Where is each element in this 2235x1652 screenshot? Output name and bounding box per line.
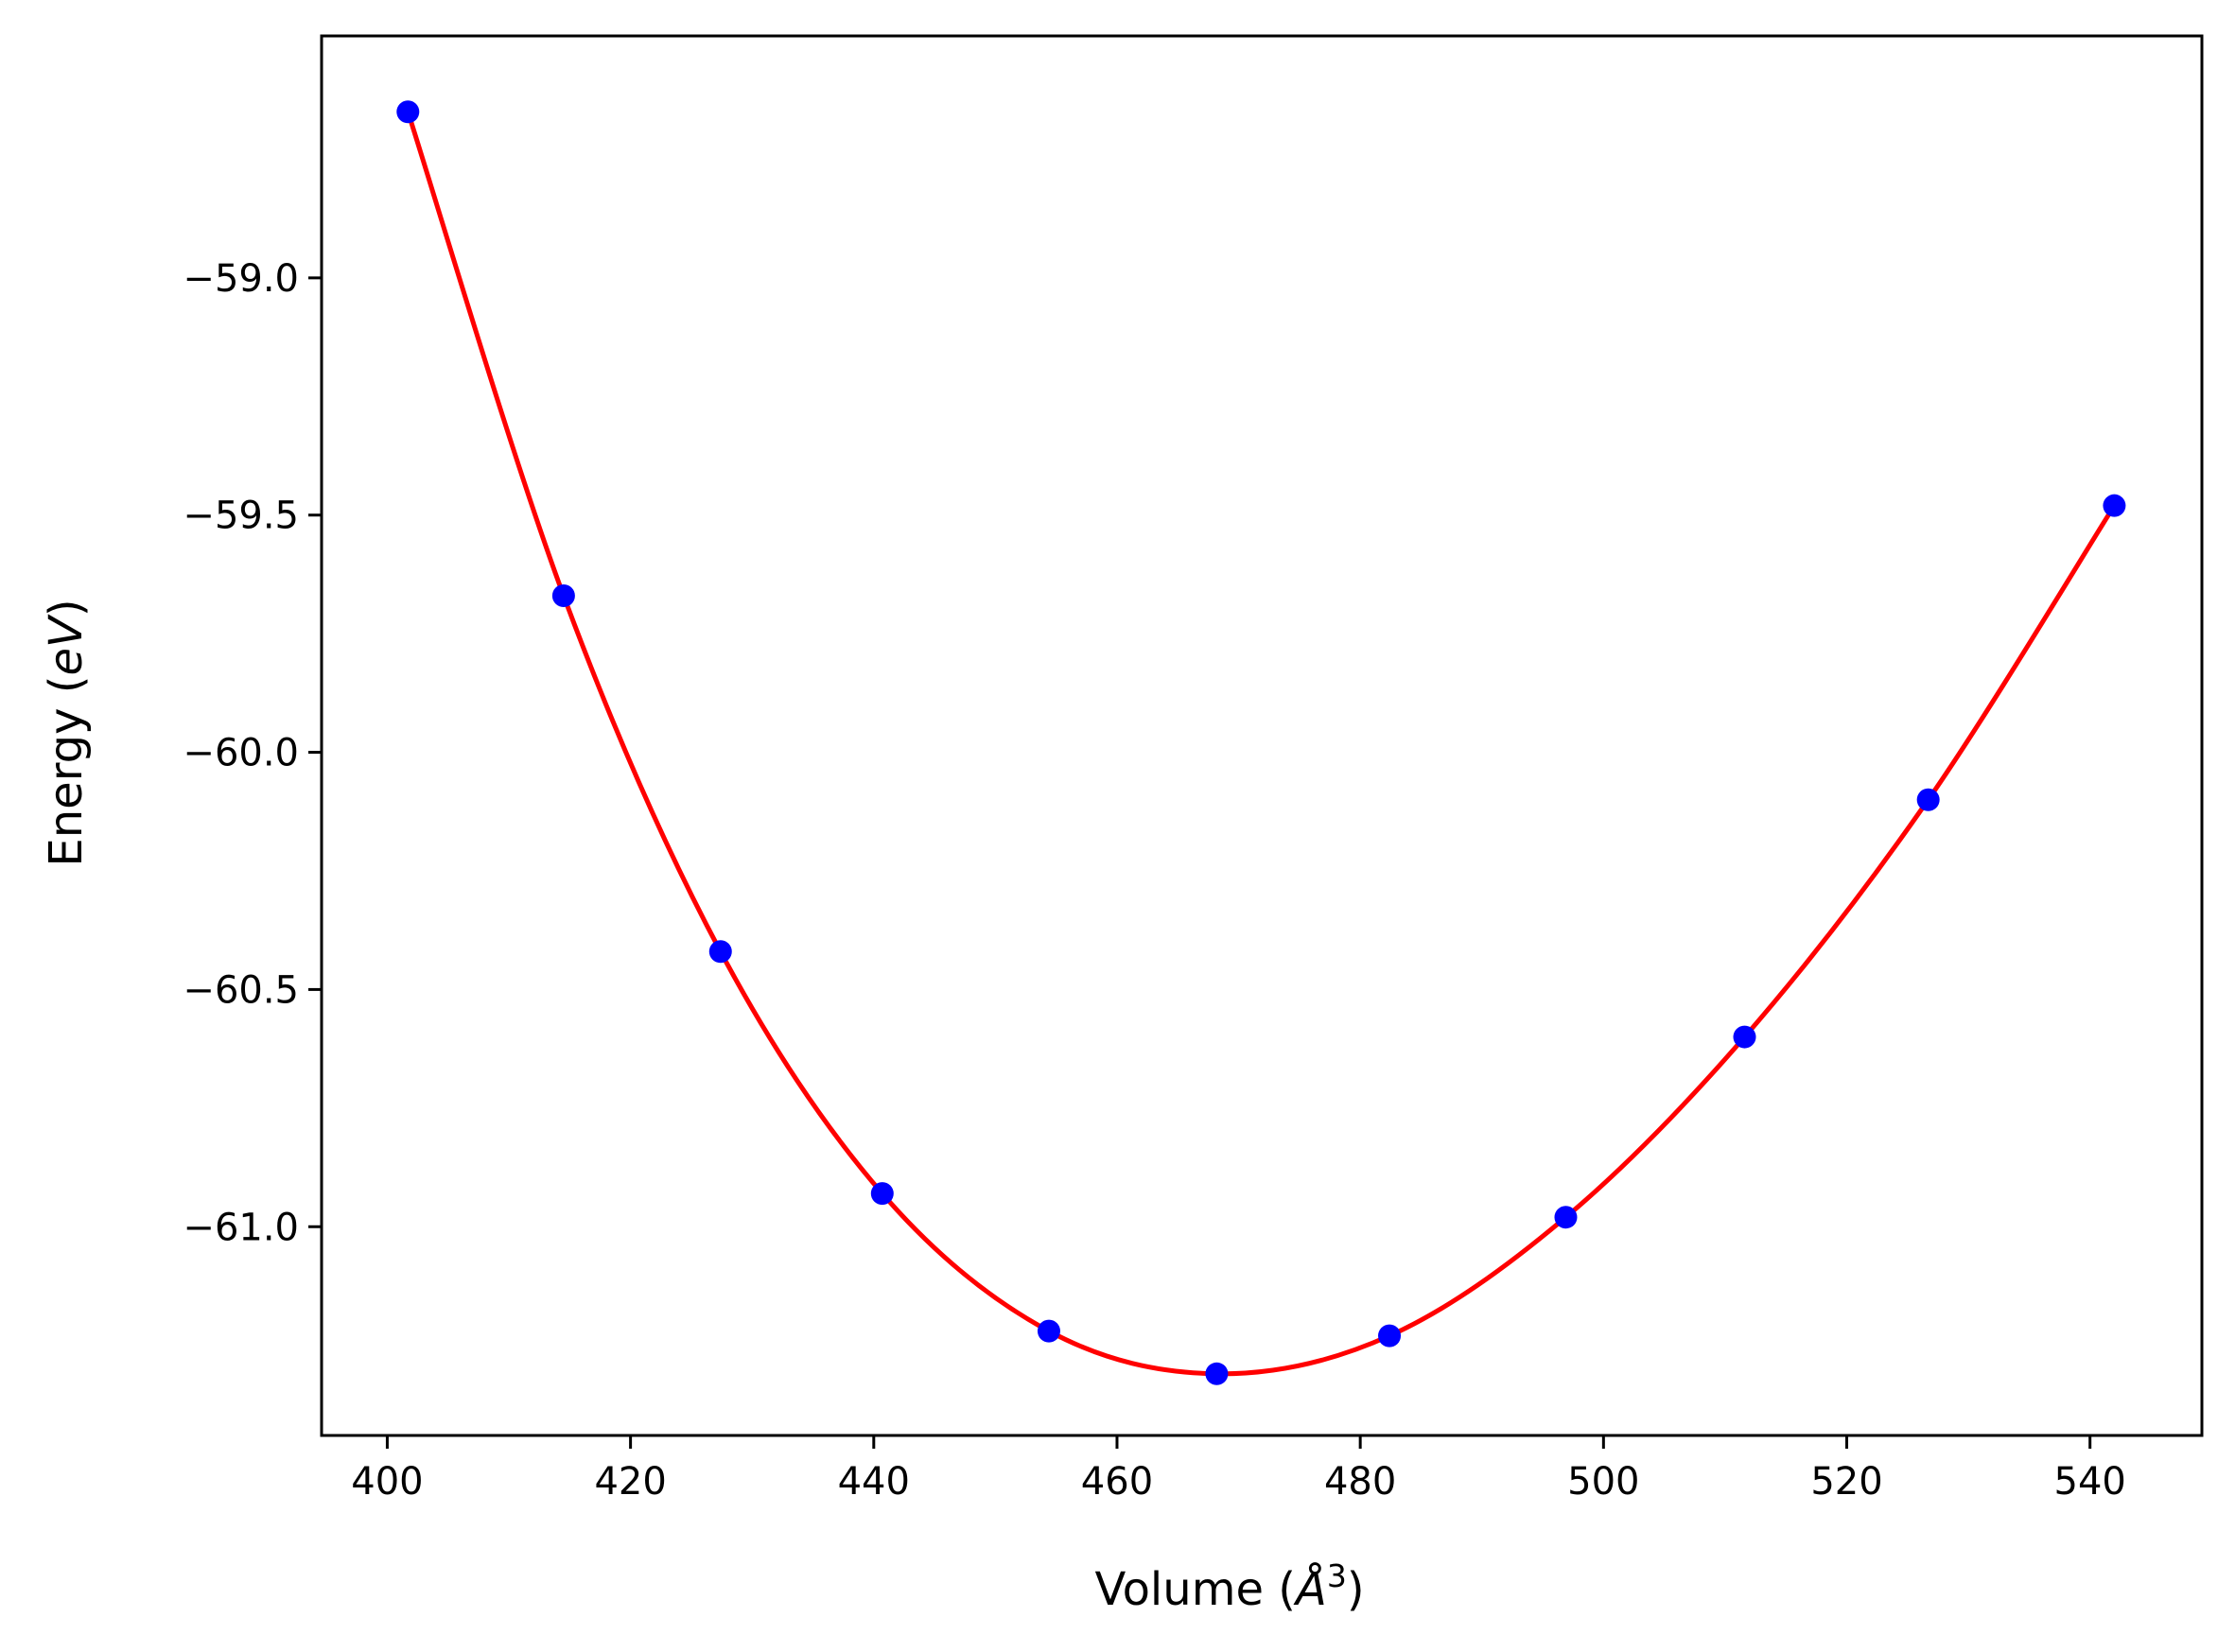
x-tick-label: 400 <box>351 1460 423 1504</box>
y-axis-label: Energy (eV) <box>40 599 93 866</box>
y-tick-label: −61.0 <box>183 1206 299 1249</box>
y-tick-label: −60.5 <box>183 968 299 1012</box>
data-point <box>1378 1324 1402 1348</box>
x-tick-label: 480 <box>1324 1460 1396 1504</box>
x-tick-label: 520 <box>1810 1460 1882 1504</box>
data-point <box>708 940 732 964</box>
data-point <box>1037 1319 1060 1343</box>
x-tick-label: 440 <box>838 1460 910 1504</box>
data-point <box>1205 1362 1229 1385</box>
x-tick-label: 420 <box>594 1460 666 1504</box>
y-tick-label: −59.5 <box>183 495 299 538</box>
data-point <box>1916 788 1940 811</box>
x-axis-ticks: 400 420 440 460 480 500 520 540 <box>351 1435 2126 1504</box>
data-points <box>396 100 2126 1385</box>
x-axis-label: Volume (Å3) <box>1094 1557 1364 1617</box>
x-tick-label: 540 <box>2054 1460 2126 1504</box>
x-tick-label: 460 <box>1081 1460 1153 1504</box>
x-tick-label: 500 <box>1567 1460 1639 1504</box>
data-point <box>870 1182 894 1206</box>
y-tick-label: −60.0 <box>183 732 299 775</box>
data-point <box>1733 1025 1756 1049</box>
axes-frame <box>320 34 2204 1437</box>
data-point <box>551 584 575 607</box>
plot-area <box>396 100 2126 1385</box>
data-point <box>2103 494 2126 517</box>
data-point <box>396 100 420 124</box>
y-tick-label: −59.0 <box>183 257 299 301</box>
fit-curve <box>405 111 2117 1377</box>
y-axis-ticks: −59.0 −59.5 −60.0 −60.5 −61.0 <box>183 257 322 1249</box>
data-point <box>1554 1206 1578 1229</box>
